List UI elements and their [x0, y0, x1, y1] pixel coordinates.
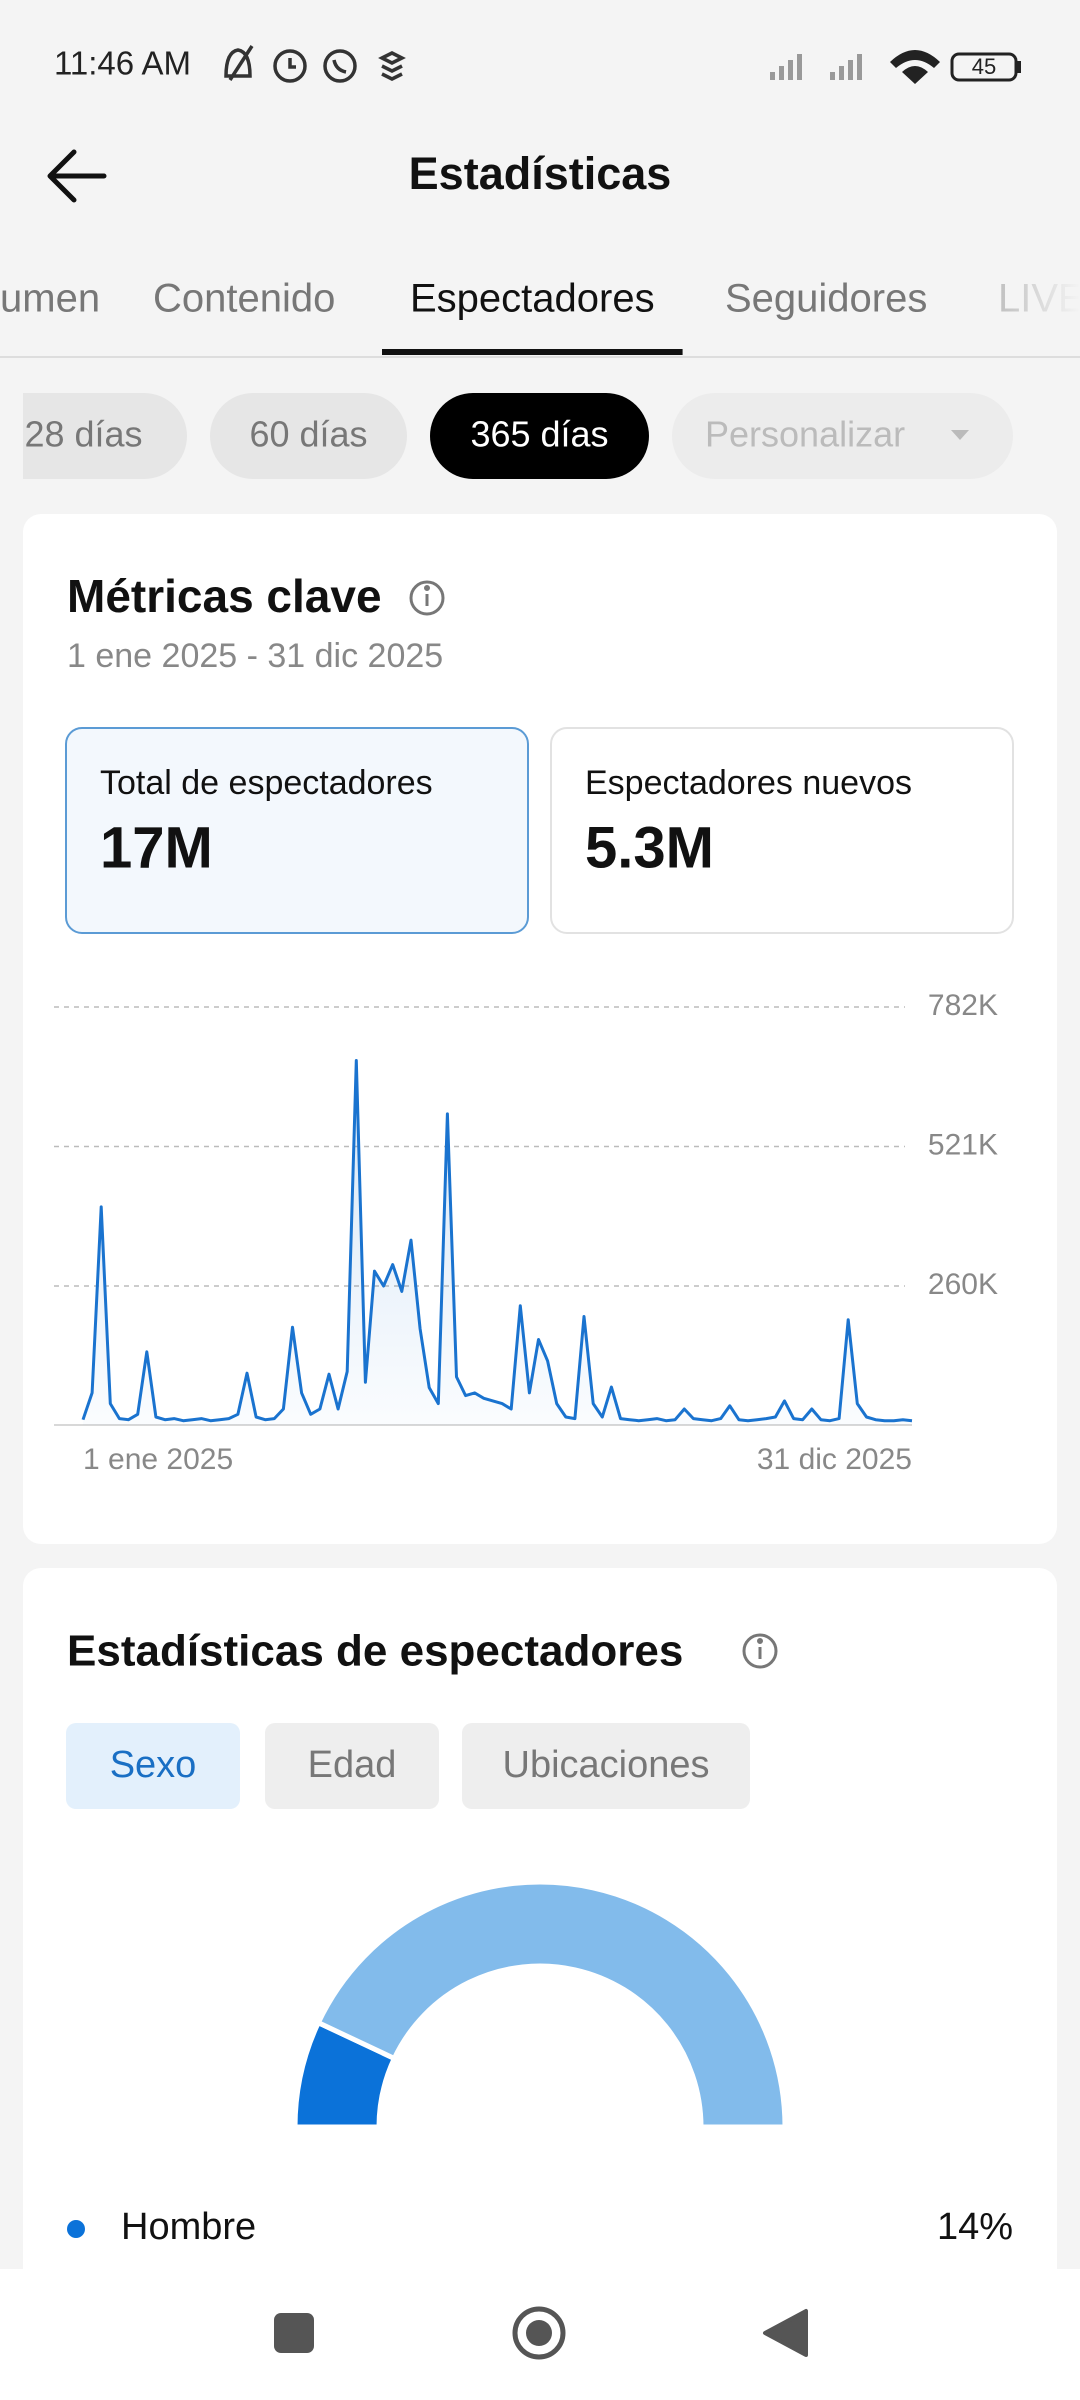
metric-card[interactable]: Espectadores nuevos 5.3M: [550, 727, 1014, 934]
stat-tabs: Sexo Edad Ubicaciones: [66, 1723, 750, 1809]
chip-label: 365 días: [470, 414, 608, 455]
nav-back[interactable]: [763, 2309, 808, 2357]
y-tick-label: 521K: [928, 1128, 998, 1161]
donut-chart: Hombre 14%: [67, 1879, 1013, 2248]
range-chip[interactable]: 60 días: [210, 393, 407, 479]
metric-card-bg: [550, 727, 1014, 934]
section-title: Estadísticas de espectadores: [67, 1627, 683, 1676]
info-icon[interactable]: [409, 580, 445, 616]
stat-tab-bg: [66, 1723, 240, 1809]
info-icon[interactable]: [742, 1633, 778, 1669]
chip-bg: [210, 393, 407, 479]
chip-bg: [430, 393, 649, 479]
donut-segment: [314, 1879, 788, 2130]
tab-divider: [0, 356, 1080, 358]
range-chip[interactable]: 365 días: [430, 393, 649, 479]
tab[interactable]: Contenido: [153, 277, 335, 321]
line: [81, 1059, 913, 1423]
metric-value: 5.3M: [585, 815, 714, 880]
date-range: 1 ene 2025 - 31 dic 2025: [67, 637, 443, 675]
metric-cards: Total de espectadores 17M Espectadores nue…: [65, 727, 1014, 934]
chip-bg: [23, 393, 187, 479]
metric-label: Total de espectadores: [100, 764, 433, 802]
stat-tab-label: Sexo: [110, 1744, 197, 1786]
nav-recents[interactable]: [274, 2313, 314, 2353]
tab[interactable]: Espectadores: [410, 277, 655, 321]
y-tick-label: 782K: [928, 989, 998, 1022]
metric-label: Espectadores nuevos: [585, 764, 912, 802]
range-chips: 28 días 60 días 365 días Personalizar: [0, 393, 1013, 479]
chip-label: Personalizar: [705, 414, 905, 455]
tab-bar: umenContenidoEspectadoresSeguidoresLIVE: [0, 270, 1080, 355]
x-tick-label: 31 dic 2025: [757, 1443, 912, 1476]
stat-tab[interactable]: Edad: [265, 1723, 439, 1809]
stat-tab-bg: [265, 1723, 439, 1809]
stat-tab[interactable]: Ubicaciones: [462, 1723, 750, 1809]
range-chip[interactable]: 28 días: [0, 393, 187, 479]
stat-tab-bg: [462, 1723, 750, 1809]
tab[interactable]: umen: [0, 277, 100, 321]
metric-card-bg: [65, 727, 529, 934]
dropdown-arrow: [951, 430, 969, 440]
tab-indicator: [382, 349, 683, 355]
x-tick-label: 1 ene 2025: [83, 1443, 233, 1476]
legend-value: 14%: [937, 2206, 1013, 2248]
stat-tab-label: Edad: [308, 1744, 397, 1786]
status-icons: [224, 45, 406, 83]
nav-home[interactable]: [512, 2306, 566, 2360]
metric-card[interactable]: Total de espectadores 17M: [65, 727, 529, 934]
chip-bg: [672, 393, 1013, 479]
battery: [950, 52, 1018, 82]
legend-label: Hombre: [121, 2206, 256, 2248]
metric-value: 17M: [100, 815, 213, 880]
range-chip: Personalizar: [672, 393, 1013, 479]
stat-tab-label: Ubicaciones: [503, 1744, 710, 1786]
tab-fade: [990, 270, 1080, 340]
legend-dot: [67, 2220, 85, 2238]
chip-label: 60 días: [249, 414, 367, 455]
chip-label: 28 días: [24, 414, 142, 455]
stat-tab[interactable]: Sexo: [66, 1723, 240, 1809]
line-chart: 260K 521K 782K 1 ene 2025 31 dic 2025: [54, 989, 998, 1476]
signal-icons: [770, 50, 940, 84]
tab[interactable]: Seguidores: [725, 277, 927, 321]
page-title: Estadísticas: [409, 148, 672, 199]
section-title: Métricas clave: [67, 570, 382, 622]
battery-level: 45: [972, 54, 996, 79]
back-button[interactable]: [47, 149, 107, 203]
y-tick-label: 260K: [928, 1268, 998, 1301]
battery-tip: [1017, 61, 1021, 73]
status-time: 11:46 AM: [54, 45, 191, 82]
